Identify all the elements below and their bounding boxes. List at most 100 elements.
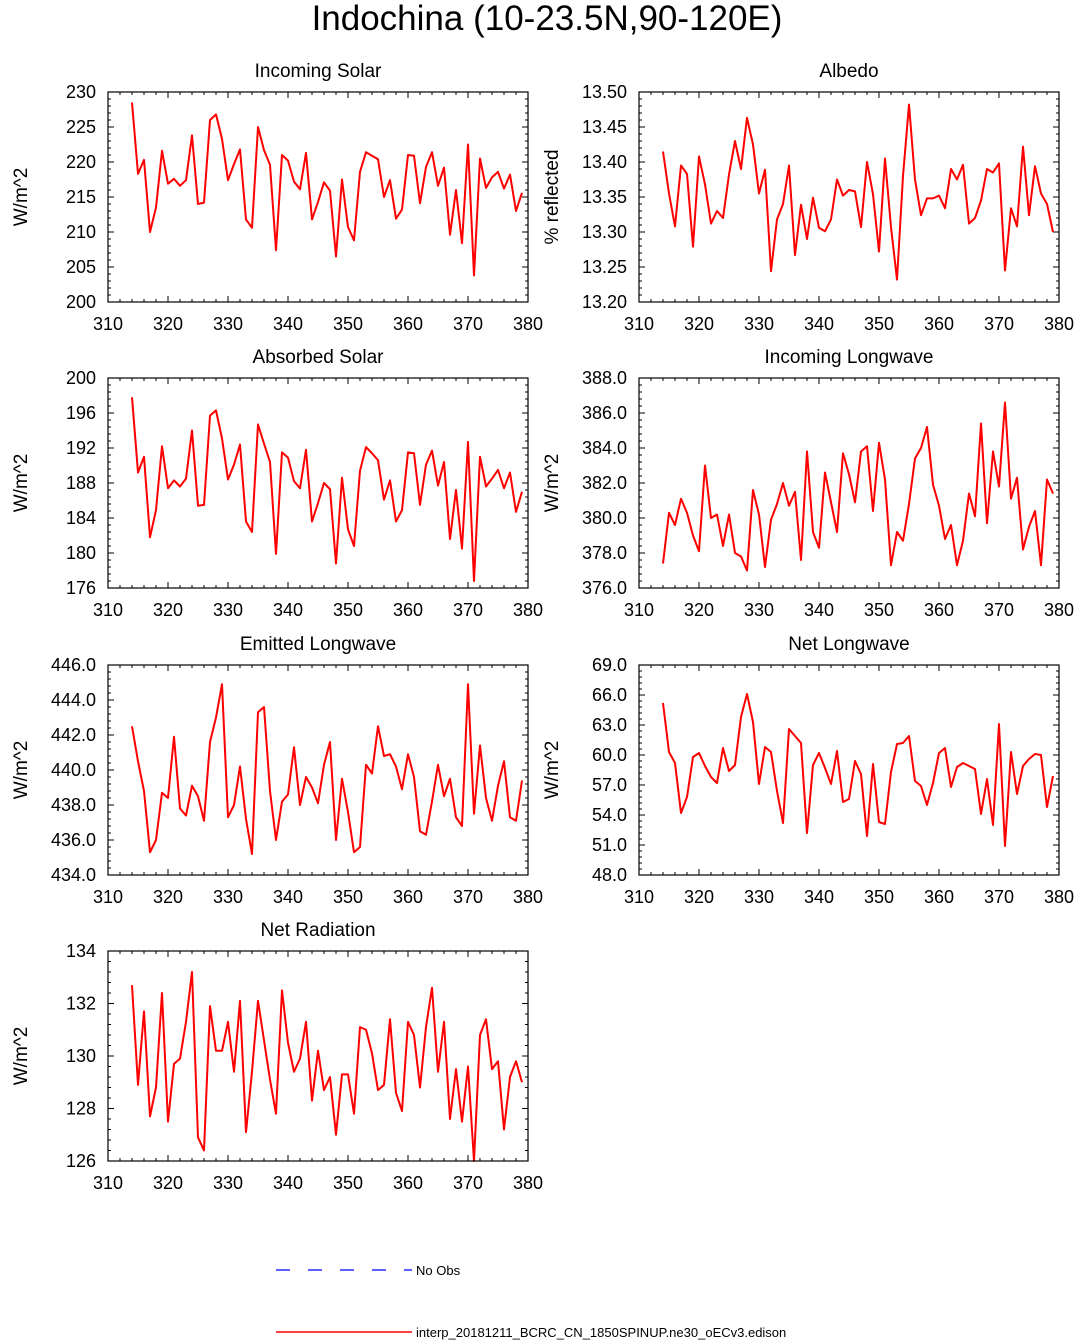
- x-tick-label: 340: [273, 887, 303, 907]
- panel-title: Emitted Longwave: [240, 634, 396, 655]
- panel-title: Incoming Longwave: [765, 347, 934, 368]
- x-tick-label: 320: [153, 314, 183, 334]
- x-tick-label: 350: [864, 600, 894, 620]
- y-axis-label: W/m^2: [542, 741, 563, 800]
- x-tick-label: 320: [684, 887, 714, 907]
- plot-frame: [107, 377, 529, 589]
- x-tick-label: 350: [333, 1173, 363, 1193]
- y-axis-label: W/m^2: [11, 454, 32, 513]
- y-tick-label: 176: [66, 578, 96, 598]
- y-tick-label: 230: [66, 82, 96, 102]
- legend: No Obs interp_20181211_BCRC_CN_1850SPINU…: [276, 1263, 786, 1340]
- x-tick-label: 360: [393, 600, 423, 620]
- x-tick-label: 360: [393, 1173, 423, 1193]
- y-tick-label: 57.0: [592, 775, 627, 795]
- series-line: [131, 683, 523, 855]
- plot-frame: [638, 91, 1060, 303]
- x-tick-label: 330: [213, 314, 243, 334]
- y-axis-label: W/m^2: [542, 454, 563, 513]
- y-tick-label: 63.0: [592, 715, 627, 735]
- x-tick-label: 320: [153, 887, 183, 907]
- x-tick-label: 380: [513, 314, 543, 334]
- panel-title: Absorbed Solar: [253, 347, 385, 368]
- x-tick-label: 330: [744, 314, 774, 334]
- y-tick-label: 134: [66, 941, 96, 961]
- y-tick-label: 388.0: [582, 368, 627, 388]
- x-tick-label: 350: [864, 314, 894, 334]
- plot-frame: [107, 91, 529, 303]
- y-tick-label: 444.0: [51, 690, 96, 710]
- series-line: [131, 397, 523, 582]
- y-tick-label: 196: [66, 403, 96, 423]
- x-tick-label: 350: [333, 600, 363, 620]
- y-tick-label: 188: [66, 473, 96, 493]
- y-tick-label: 69.0: [592, 655, 627, 675]
- panel-2: Albedo % reflected 310 320 330 340 350 360 370 38…: [542, 61, 1074, 334]
- x-tick-label: 350: [864, 887, 894, 907]
- panel-3: Absorbed Solar W/m^2 310 320 330 340 350 360 370…: [11, 347, 543, 620]
- x-tick-label: 370: [453, 600, 483, 620]
- x-tick-label: 330: [744, 600, 774, 620]
- x-tick-label: 370: [984, 887, 1014, 907]
- x-tick-label: 380: [513, 600, 543, 620]
- y-tick-label: 225: [66, 117, 96, 137]
- x-tick-label: 320: [684, 600, 714, 620]
- x-tick-label: 340: [804, 314, 834, 334]
- x-tick-label: 380: [1044, 887, 1074, 907]
- y-tick-label: 380.0: [582, 508, 627, 528]
- series-line: [131, 971, 523, 1162]
- x-tick-label: 330: [213, 1173, 243, 1193]
- y-tick-label: 220: [66, 152, 96, 172]
- panel-1: Incoming Solar W/m^2 310 320 330 340 350 360 370…: [11, 61, 543, 334]
- x-tick-label: 340: [804, 887, 834, 907]
- y-axis-label: W/m^2: [11, 1027, 32, 1086]
- plot-frame: [107, 664, 529, 876]
- x-tick-label: 310: [93, 600, 123, 620]
- x-tick-label: 310: [624, 600, 654, 620]
- y-tick-label: 13.25: [582, 257, 627, 277]
- y-axis-label: W/m^2: [11, 168, 32, 227]
- x-tick-label: 380: [513, 887, 543, 907]
- x-tick-label: 340: [273, 600, 303, 620]
- y-tick-label: 126: [66, 1151, 96, 1171]
- y-tick-label: 376.0: [582, 578, 627, 598]
- y-tick-label: 130: [66, 1046, 96, 1066]
- y-tick-label: 184: [66, 508, 96, 528]
- x-tick-label: 310: [93, 314, 123, 334]
- figure-title: Indochina (10-23.5N,90-120E): [312, 0, 783, 38]
- y-tick-label: 13.30: [582, 222, 627, 242]
- y-tick-label: 200: [66, 368, 96, 388]
- panel-5: Emitted Longwave W/m^2 310 320 330 340 350 360 3…: [11, 634, 543, 907]
- y-tick-label: 13.20: [582, 292, 627, 312]
- y-tick-label: 384.0: [582, 438, 627, 458]
- y-tick-label: 13.40: [582, 152, 627, 172]
- legend-obs-label: No Obs: [416, 1263, 461, 1278]
- x-tick-label: 360: [393, 314, 423, 334]
- y-tick-label: 51.0: [592, 835, 627, 855]
- panel-4: Incoming Longwave W/m^2 310 320 330 340 350 360…: [542, 347, 1074, 620]
- y-tick-label: 442.0: [51, 725, 96, 745]
- y-tick-label: 438.0: [51, 795, 96, 815]
- x-tick-label: 350: [333, 887, 363, 907]
- x-tick-label: 360: [393, 887, 423, 907]
- x-tick-label: 360: [924, 887, 954, 907]
- x-tick-label: 380: [1044, 314, 1074, 334]
- y-tick-label: 192: [66, 438, 96, 458]
- legend-model-label: interp_20181211_BCRC_CN_1850SPINUP.ne30_…: [416, 1325, 786, 1340]
- y-tick-label: 205: [66, 257, 96, 277]
- y-axis-label: W/m^2: [11, 741, 32, 800]
- x-tick-label: 350: [333, 314, 363, 334]
- x-tick-label: 380: [513, 1173, 543, 1193]
- x-tick-label: 330: [213, 600, 243, 620]
- series-line: [131, 102, 523, 277]
- y-tick-label: 13.45: [582, 117, 627, 137]
- y-tick-label: 132: [66, 994, 96, 1014]
- x-tick-label: 310: [624, 887, 654, 907]
- plot-frame: [638, 377, 1060, 589]
- x-tick-label: 370: [984, 314, 1014, 334]
- y-tick-label: 378.0: [582, 543, 627, 563]
- x-tick-label: 360: [924, 600, 954, 620]
- x-tick-label: 310: [93, 887, 123, 907]
- y-tick-label: 436.0: [51, 830, 96, 850]
